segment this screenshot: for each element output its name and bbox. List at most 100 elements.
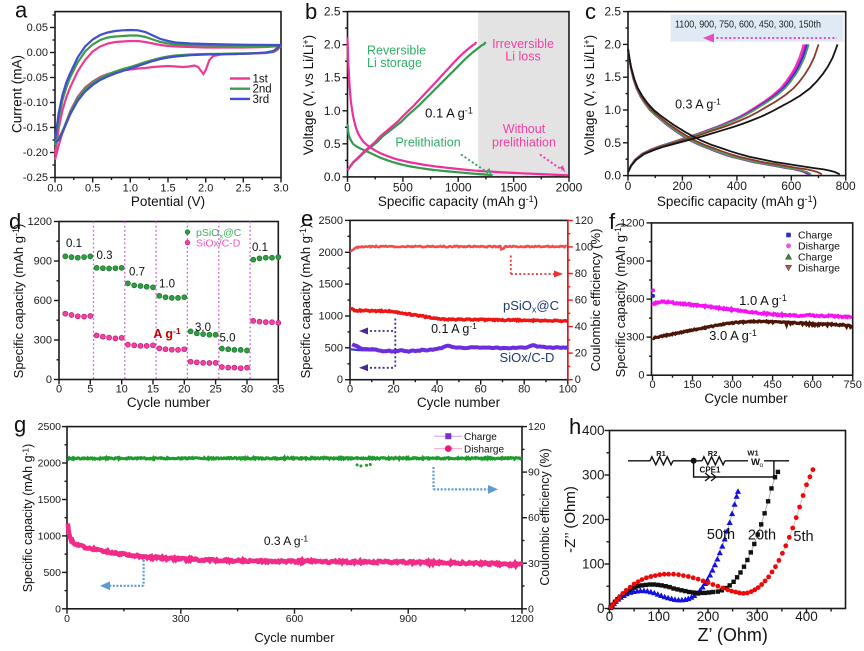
- svg-text:400: 400: [582, 423, 605, 438]
- svg-text:0.5: 0.5: [85, 183, 100, 195]
- svg-text:CPE1: CPE1: [700, 466, 721, 475]
- svg-text:-0.05: -0.05: [23, 72, 48, 84]
- svg-text:0: 0: [337, 374, 343, 386]
- svg-text:R2: R2: [708, 449, 718, 458]
- svg-text:0: 0: [597, 601, 605, 616]
- svg-text:100: 100: [559, 384, 577, 396]
- svg-text:Potential (V): Potential (V): [131, 194, 205, 209]
- svg-text:Current (mA): Current (mA): [10, 55, 25, 133]
- svg-text:prelithiation: prelithiation: [492, 136, 556, 150]
- svg-text:0.1: 0.1: [66, 238, 82, 250]
- svg-text:300: 300: [34, 335, 52, 347]
- svg-text:0.3 A g-1: 0.3 A g-1: [675, 97, 721, 112]
- svg-text:120: 120: [575, 215, 593, 227]
- svg-text:c: c: [585, 0, 596, 24]
- svg-text:W1: W1: [747, 449, 758, 458]
- svg-text:5.0: 5.0: [220, 333, 236, 345]
- svg-text:-0.20: -0.20: [23, 147, 48, 159]
- svg-text:0: 0: [606, 609, 614, 624]
- svg-text:Specific capacity (mAh g-1): Specific capacity (mAh g-1): [11, 224, 26, 379]
- svg-text:0: 0: [649, 379, 655, 391]
- svg-text:120: 120: [528, 421, 546, 433]
- svg-text:o: o: [760, 462, 764, 469]
- svg-text:0.3 A g-1: 0.3 A g-1: [264, 534, 309, 549]
- svg-text:Disharge: Disharge: [798, 262, 840, 274]
- svg-text:1.0 A g-1: 1.0 A g-1: [739, 293, 787, 308]
- svg-text:3rd: 3rd: [253, 94, 270, 106]
- svg-text:0.3: 0.3: [97, 250, 113, 262]
- svg-text:100: 100: [575, 241, 593, 253]
- svg-text:2.0: 2.0: [198, 183, 213, 195]
- svg-text:3.0 A g-1: 3.0 A g-1: [709, 328, 757, 343]
- svg-text:80: 80: [575, 268, 587, 280]
- svg-text:Li storage: Li storage: [367, 56, 422, 70]
- svg-text:Li loss: Li loss: [505, 50, 540, 64]
- svg-text:1200: 1200: [28, 216, 52, 228]
- svg-text:1.0: 1.0: [159, 279, 175, 291]
- svg-text:1500: 1500: [319, 279, 343, 291]
- svg-text:1100, 900, 750, 600, 450, 300,: 1100, 900, 750, 600, 450, 300, 150th: [675, 19, 821, 31]
- svg-text:1200: 1200: [510, 613, 534, 625]
- svg-text:W: W: [751, 457, 760, 468]
- svg-text:0: 0: [575, 374, 581, 386]
- svg-text:a: a: [15, 0, 28, 23]
- svg-text:80: 80: [518, 384, 530, 396]
- svg-text:3.0: 3.0: [273, 183, 288, 195]
- svg-text:pSiOx@C: pSiOx@C: [196, 227, 242, 241]
- svg-text:300: 300: [172, 613, 190, 625]
- svg-text:900: 900: [626, 256, 644, 268]
- svg-text:200: 200: [582, 512, 605, 527]
- svg-text:30: 30: [528, 558, 540, 570]
- svg-text:Irreversible: Irreversible: [492, 37, 554, 51]
- svg-text:750: 750: [844, 379, 862, 391]
- svg-text:5th: 5th: [793, 529, 813, 545]
- svg-text:1000: 1000: [445, 180, 472, 194]
- svg-text:1000: 1000: [38, 530, 62, 542]
- svg-text:0: 0: [55, 603, 61, 615]
- svg-text:200: 200: [672, 179, 692, 193]
- svg-text:60: 60: [475, 384, 487, 396]
- svg-text:1.5: 1.5: [324, 71, 341, 85]
- svg-text:800: 800: [836, 179, 856, 193]
- svg-text:0.0: 0.0: [47, 183, 62, 195]
- svg-text:2500: 2500: [38, 421, 62, 433]
- svg-text:0.5: 0.5: [604, 136, 621, 150]
- svg-text:Charge: Charge: [798, 230, 833, 242]
- svg-text:-Z’’ (Ohm): -Z’’ (Ohm): [562, 486, 579, 553]
- svg-text:600: 600: [626, 294, 644, 306]
- svg-text:0.1 A g-1: 0.1 A g-1: [431, 321, 477, 336]
- svg-text:Reversible: Reversible: [367, 44, 426, 58]
- svg-text:600: 600: [34, 295, 52, 307]
- svg-text:0.7: 0.7: [129, 267, 145, 279]
- svg-text:0: 0: [46, 374, 52, 386]
- svg-text:0: 0: [347, 384, 353, 396]
- svg-text:SiOx/C-D: SiOx/C-D: [500, 350, 555, 365]
- svg-text:15: 15: [147, 384, 159, 396]
- svg-text:0.1 A g-1: 0.1 A g-1: [425, 106, 473, 121]
- svg-text:100: 100: [582, 557, 605, 572]
- svg-text:30: 30: [241, 384, 253, 396]
- svg-text:1.0: 1.0: [604, 103, 621, 117]
- svg-text:1500: 1500: [38, 494, 62, 506]
- svg-text:100: 100: [648, 609, 671, 624]
- svg-text:0: 0: [344, 180, 351, 194]
- svg-text:900: 900: [34, 256, 52, 268]
- svg-text:400: 400: [795, 609, 818, 624]
- svg-text:400: 400: [727, 179, 747, 193]
- svg-text:-0.25: -0.25: [23, 172, 48, 184]
- svg-text:20th: 20th: [748, 528, 776, 544]
- svg-text:20: 20: [178, 384, 190, 396]
- svg-text:60: 60: [575, 295, 587, 307]
- svg-text:Specific capacity (mAh g-1): Specific capacity (mAh g-1): [657, 194, 817, 209]
- svg-text:Specific capacity (mAh g-1): Specific capacity (mAh g-1): [613, 223, 628, 378]
- svg-text:1200: 1200: [620, 217, 644, 229]
- svg-text:2000: 2000: [556, 180, 583, 194]
- svg-text:Coulombic efficiency (%): Coulombic efficiency (%): [588, 229, 603, 372]
- svg-text:150: 150: [683, 379, 701, 391]
- svg-text:Charge: Charge: [798, 252, 833, 264]
- svg-text:500: 500: [393, 180, 413, 194]
- svg-text:b: b: [305, 0, 317, 24]
- svg-text:R1: R1: [656, 449, 666, 458]
- svg-text:Voltage (V, vs Li/Li+): Voltage (V, vs Li/Li+): [582, 35, 597, 155]
- svg-text:Prelithiation: Prelithiation: [395, 136, 460, 150]
